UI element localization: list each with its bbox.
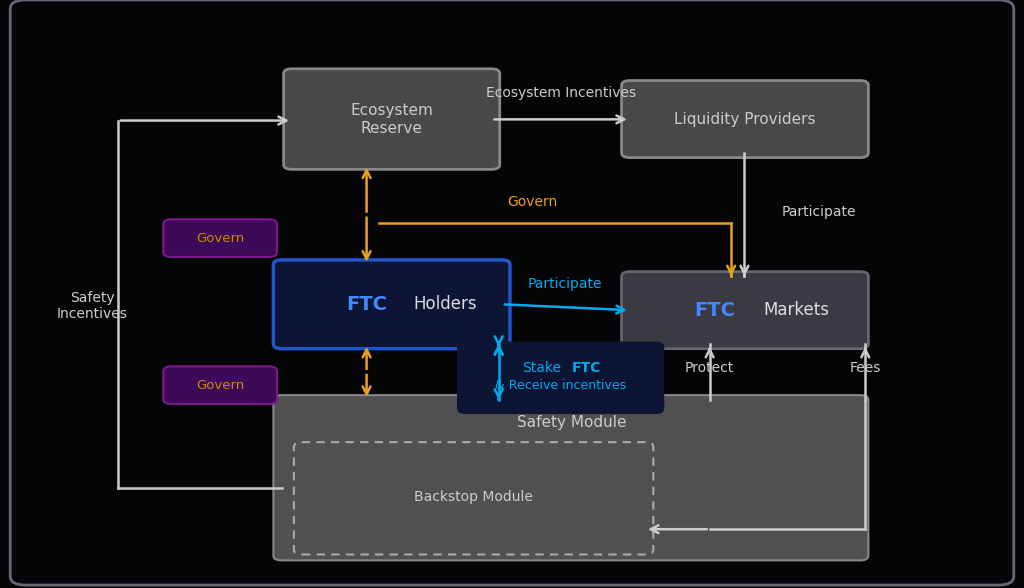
Text: Safety Module: Safety Module	[517, 415, 626, 430]
Text: FTC: FTC	[346, 295, 387, 314]
Text: Ecosystem Incentives: Ecosystem Incentives	[486, 86, 636, 100]
Text: Participate: Participate	[782, 205, 856, 219]
Text: Markets: Markets	[764, 301, 829, 319]
Text: Govern: Govern	[196, 232, 245, 245]
Text: Holders: Holders	[414, 295, 477, 313]
Text: Participate: Participate	[528, 277, 602, 291]
Text: Ecosystem
Reserve: Ecosystem Reserve	[350, 103, 433, 136]
FancyBboxPatch shape	[163, 366, 276, 404]
Text: Govern: Govern	[507, 195, 558, 209]
Text: Stake: Stake	[521, 360, 561, 375]
FancyBboxPatch shape	[622, 272, 868, 349]
Text: Govern: Govern	[196, 379, 245, 392]
Text: & Receive incentives: & Receive incentives	[495, 379, 627, 392]
Text: Fees: Fees	[850, 360, 881, 375]
Text: FTC: FTC	[571, 360, 601, 375]
Text: Liquidity Providers: Liquidity Providers	[674, 112, 816, 127]
FancyBboxPatch shape	[458, 342, 664, 413]
FancyBboxPatch shape	[284, 69, 500, 169]
FancyBboxPatch shape	[273, 260, 510, 349]
FancyBboxPatch shape	[622, 81, 868, 158]
Text: Backstop Module: Backstop Module	[414, 490, 532, 504]
Text: Safety
Incentives: Safety Incentives	[56, 290, 128, 321]
FancyBboxPatch shape	[273, 395, 868, 560]
Text: FTC: FTC	[694, 300, 735, 320]
Text: Protect: Protect	[685, 360, 734, 375]
FancyBboxPatch shape	[163, 219, 276, 257]
